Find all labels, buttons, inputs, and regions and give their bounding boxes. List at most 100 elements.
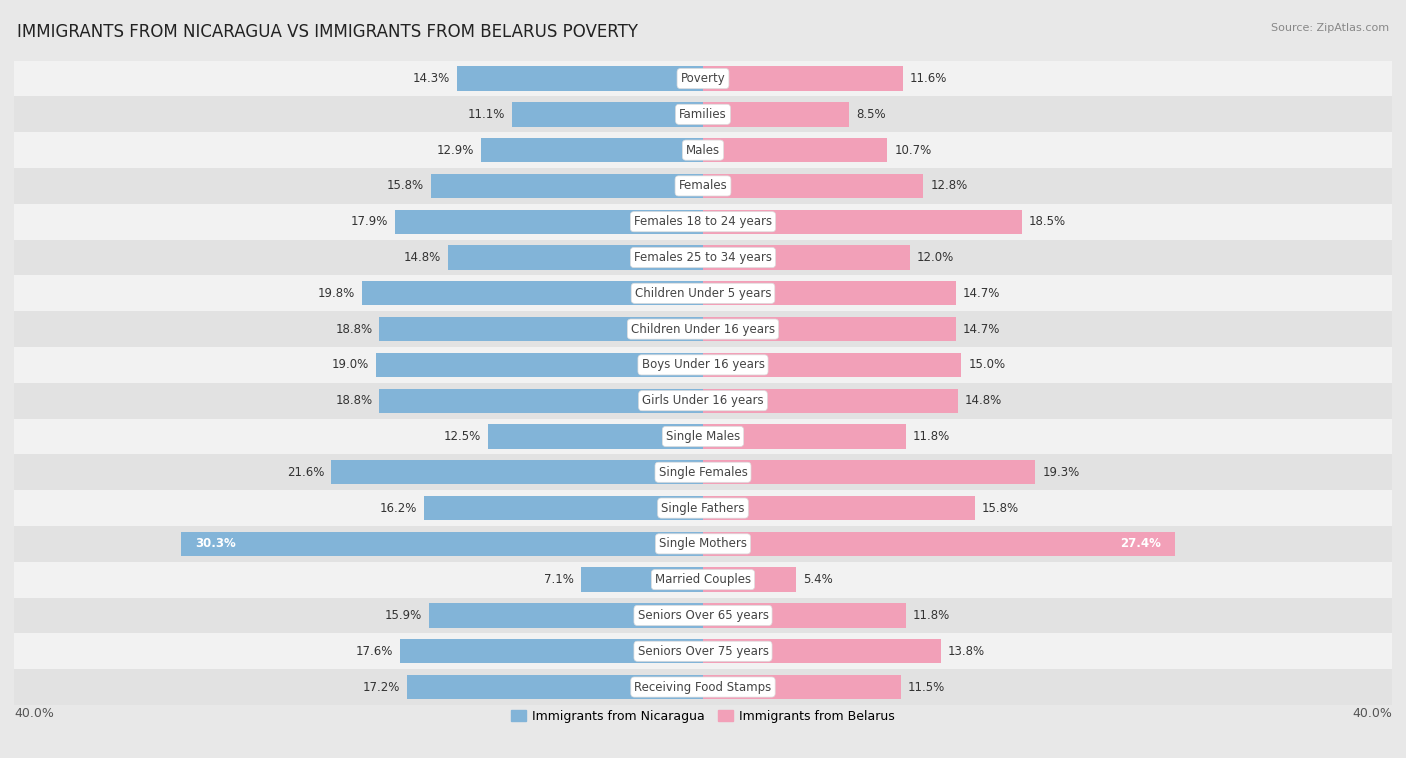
Bar [703,209,1022,234]
Bar [14,383,1392,418]
Bar [703,246,910,270]
Text: 17.6%: 17.6% [356,645,392,658]
Bar [14,454,1392,490]
Text: 30.3%: 30.3% [195,537,236,550]
Bar [406,675,703,699]
Bar [399,639,703,663]
Bar [457,67,703,91]
Bar [380,317,703,341]
Text: Married Couples: Married Couples [655,573,751,586]
Text: 12.8%: 12.8% [931,180,967,193]
Bar [181,531,703,556]
Bar [703,603,907,628]
Bar [395,209,703,234]
Bar [14,61,1392,96]
Text: 11.8%: 11.8% [912,609,950,622]
Bar [14,562,1392,597]
Text: Source: ZipAtlas.com: Source: ZipAtlas.com [1271,23,1389,33]
Text: Females 18 to 24 years: Females 18 to 24 years [634,215,772,228]
Bar [14,490,1392,526]
Text: Seniors Over 75 years: Seniors Over 75 years [637,645,769,658]
Bar [14,168,1392,204]
Bar [703,389,957,413]
Bar [361,281,703,305]
Text: 12.0%: 12.0% [917,251,953,264]
Bar [512,102,703,127]
Bar [703,317,956,341]
Text: Single Fathers: Single Fathers [661,502,745,515]
Bar [14,204,1392,240]
Bar [14,96,1392,132]
Bar [430,174,703,198]
Text: 14.7%: 14.7% [963,323,1001,336]
Text: 12.5%: 12.5% [443,430,481,443]
Bar [14,275,1392,312]
Text: 17.2%: 17.2% [363,681,399,694]
Bar [14,597,1392,634]
Text: 19.3%: 19.3% [1042,465,1080,479]
Text: Single Females: Single Females [658,465,748,479]
Bar [14,669,1392,705]
Text: Children Under 5 years: Children Under 5 years [634,287,772,300]
Text: Boys Under 16 years: Boys Under 16 years [641,359,765,371]
Text: 19.0%: 19.0% [332,359,368,371]
Bar [703,281,956,305]
Text: 18.8%: 18.8% [335,394,373,407]
Bar [14,418,1392,454]
Bar [581,568,703,592]
Bar [330,460,703,484]
Text: 27.4%: 27.4% [1121,537,1161,550]
Bar [14,347,1392,383]
Legend: Immigrants from Nicaragua, Immigrants from Belarus: Immigrants from Nicaragua, Immigrants fr… [506,705,900,728]
Text: 14.8%: 14.8% [404,251,441,264]
Bar [375,352,703,377]
Text: IMMIGRANTS FROM NICARAGUA VS IMMIGRANTS FROM BELARUS POVERTY: IMMIGRANTS FROM NICARAGUA VS IMMIGRANTS … [17,23,638,41]
Bar [14,240,1392,275]
Bar [703,138,887,162]
Bar [14,634,1392,669]
Bar [703,568,796,592]
Text: 14.7%: 14.7% [963,287,1001,300]
Text: 21.6%: 21.6% [287,465,323,479]
Text: 11.8%: 11.8% [912,430,950,443]
Text: Males: Males [686,143,720,157]
Text: Females 25 to 34 years: Females 25 to 34 years [634,251,772,264]
Text: 18.5%: 18.5% [1029,215,1066,228]
Text: 5.4%: 5.4% [803,573,832,586]
Text: Receiving Food Stamps: Receiving Food Stamps [634,681,772,694]
Text: 7.1%: 7.1% [544,573,574,586]
Text: Single Males: Single Males [666,430,740,443]
Bar [703,174,924,198]
Bar [449,246,703,270]
Text: 15.8%: 15.8% [387,180,425,193]
Bar [14,132,1392,168]
Text: 8.5%: 8.5% [856,108,886,121]
Text: Children Under 16 years: Children Under 16 years [631,323,775,336]
Text: 13.8%: 13.8% [948,645,984,658]
Text: 14.8%: 14.8% [965,394,1002,407]
Bar [703,496,976,520]
Text: 10.7%: 10.7% [894,143,931,157]
Text: 40.0%: 40.0% [1353,707,1392,720]
Bar [703,67,903,91]
Text: 12.9%: 12.9% [436,143,474,157]
Text: Seniors Over 65 years: Seniors Over 65 years [637,609,769,622]
Bar [380,389,703,413]
Text: Poverty: Poverty [681,72,725,85]
Bar [703,675,901,699]
Text: 15.9%: 15.9% [385,609,422,622]
Text: 15.8%: 15.8% [981,502,1019,515]
Bar [703,102,849,127]
Text: 15.0%: 15.0% [969,359,1005,371]
Bar [703,460,1035,484]
Bar [703,352,962,377]
Bar [703,639,941,663]
Text: Females: Females [679,180,727,193]
Bar [488,424,703,449]
Bar [703,424,907,449]
Text: 14.3%: 14.3% [412,72,450,85]
Bar [14,526,1392,562]
Text: Families: Families [679,108,727,121]
Text: 18.8%: 18.8% [335,323,373,336]
Text: 40.0%: 40.0% [14,707,53,720]
